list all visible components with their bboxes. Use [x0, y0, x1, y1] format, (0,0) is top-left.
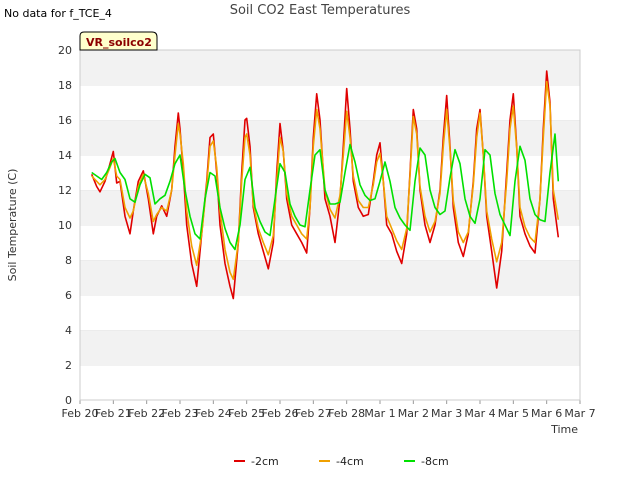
y-tick-label: 16 — [58, 114, 72, 127]
x-tick-label: Feb 21 — [95, 407, 132, 420]
x-tick-label: Feb 27 — [295, 407, 332, 420]
y-tick-label: 10 — [58, 219, 72, 232]
grid-band — [80, 295, 580, 330]
grid-band — [80, 50, 580, 85]
chart-title: Soil CO2 East Temperatures — [229, 3, 411, 18]
legend-label: -8cm — [421, 455, 449, 468]
x-tick-label: Mar 1 — [364, 407, 395, 420]
badge-box — [79, 31, 158, 51]
y-tick-label: 0 — [65, 394, 72, 407]
legend: -2cm -4cm -8cm — [234, 455, 449, 468]
x-tick-label: Feb 24 — [195, 407, 232, 420]
x-tick-label: Mar 5 — [498, 407, 529, 420]
series-line-8cmcm-depth — [91, 133, 560, 251]
x-tick-label: Mar 2 — [398, 407, 429, 420]
y-tick-label: 6 — [65, 289, 72, 302]
grid-band — [80, 260, 580, 295]
grid-band — [80, 365, 580, 400]
x-tick-label: Feb 28 — [328, 407, 365, 420]
grid-band — [80, 85, 580, 120]
y-tick-label: 12 — [58, 184, 72, 197]
grid-band — [80, 225, 580, 260]
legend-label: -2cm — [251, 455, 279, 468]
y-tick-label: 20 — [58, 44, 72, 57]
y-tick-label: 14 — [58, 149, 72, 162]
x-tick-label: Mar 3 — [431, 407, 462, 420]
x-tick-label: Feb 25 — [228, 407, 265, 420]
y-tick-label: 8 — [65, 254, 72, 267]
legend-label: -4cm — [336, 455, 364, 468]
series-line-4cmcm-depth — [91, 80, 560, 281]
grid-band — [80, 155, 580, 190]
grid-band — [80, 120, 580, 155]
x-tick-label: Mar 4 — [464, 407, 495, 420]
badge: VR_soilco2 — [79, 31, 158, 51]
y-axis-label: Soil Temperature (C) — [6, 169, 19, 282]
no-data-note: No data for f_TCE_4 — [4, 7, 112, 20]
x-tick-label: Mar 6 — [531, 407, 562, 420]
y-tick-label: 2 — [65, 359, 72, 372]
x-tick-label: Feb 26 — [262, 407, 299, 420]
x-tick-label: Feb 20 — [62, 407, 99, 420]
y-tick-label: 18 — [58, 79, 72, 92]
x-axis-label: Time — [550, 423, 578, 436]
badge-label: VR_soilco2 — [86, 36, 152, 49]
grid-band — [80, 330, 580, 365]
y-tick-label: 4 — [65, 324, 72, 337]
plot-frame — [79, 49, 581, 401]
x-tick-label: Feb 23 — [162, 407, 199, 420]
x-tick-label: Mar 7 — [564, 407, 595, 420]
x-tick-label: Feb 22 — [128, 407, 165, 420]
